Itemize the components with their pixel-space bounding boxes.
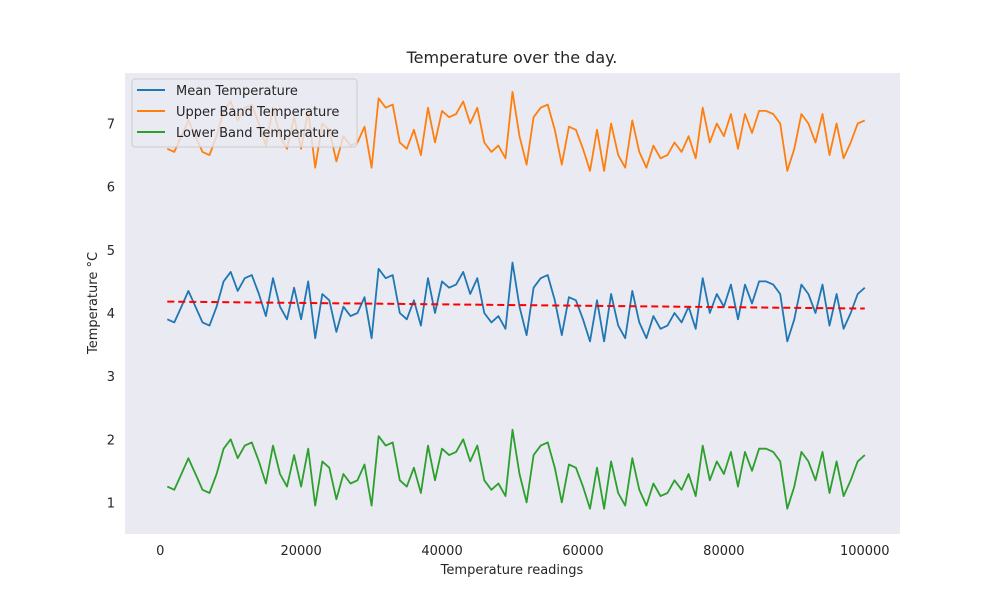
y-axis-label: Temperature °C — [86, 252, 101, 355]
y-tick-label: 4 — [107, 307, 115, 322]
legend-label: Mean Temperature — [176, 84, 298, 99]
y-tick-label: 3 — [107, 370, 115, 385]
y-axis-ticks: 1 2 3 4 5 6 7 — [107, 118, 115, 512]
x-tick-label: 40000 — [421, 544, 462, 559]
x-axis-ticks: 0 20000 40000 60000 80000 100000 — [156, 544, 890, 559]
legend-items: Mean Temperature Upper Band Temperature Lo… — [137, 84, 339, 141]
x-tick-label: 60000 — [562, 544, 603, 559]
y-tick-label: 6 — [107, 181, 115, 196]
legend: Mean Temperature Upper Band Temperature Lo… — [131, 78, 358, 148]
x-tick-label: 0 — [156, 544, 164, 559]
series-line-0 — [166, 261, 866, 343]
plot-background — [125, 73, 900, 534]
chart-title: Temperature over the day. — [406, 48, 618, 67]
x-tick-label: 100000 — [840, 544, 890, 559]
x-axis-label: Temperature readings — [440, 563, 584, 578]
y-tick-label: 7 — [107, 118, 115, 133]
x-tick-label: 20000 — [280, 544, 321, 559]
y-tick-label: 1 — [107, 496, 115, 511]
y-tick-label: 2 — [107, 433, 115, 448]
series-line-2 — [166, 428, 866, 510]
legend-box — [131, 78, 358, 148]
legend-label: Upper Band Temperature — [176, 105, 339, 120]
trendline-layer — [167, 300, 865, 310]
trend-line — [167, 300, 865, 310]
y-tick-label: 5 — [107, 244, 115, 259]
legend-label: Lower Band Temperature — [176, 126, 339, 141]
x-tick-label: 80000 — [703, 544, 744, 559]
